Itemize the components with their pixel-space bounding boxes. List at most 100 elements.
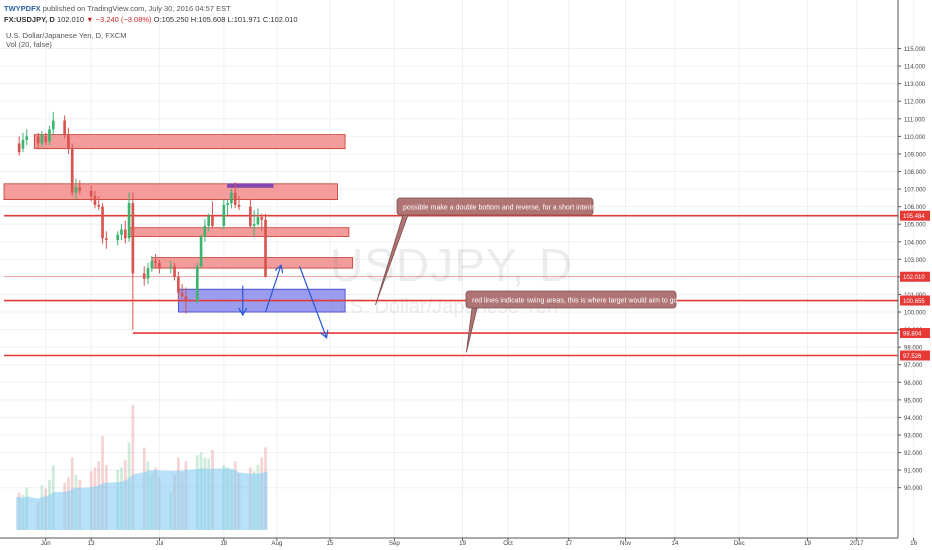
price-label-box <box>900 350 930 361</box>
candle-body <box>230 192 233 204</box>
candle-body <box>177 276 180 293</box>
candle-body <box>21 139 25 149</box>
callout-text: red lines indicate swing areas, this is … <box>472 298 679 305</box>
price-tick-label: 111.000 <box>904 117 925 123</box>
time-tick-label: Jun <box>41 540 52 547</box>
volume-bar <box>131 405 135 530</box>
time-tick-label: Dec <box>734 540 745 547</box>
candle-body <box>51 120 55 130</box>
callout-box <box>465 290 677 309</box>
price-tick-label: 90.000 <box>904 486 923 492</box>
candle-body <box>78 187 82 191</box>
candle-body <box>142 273 146 279</box>
time-tick-label: 19 <box>804 540 811 547</box>
time-tick-label: 2017 <box>850 540 864 547</box>
price-tick-label: 106.000 <box>904 205 926 211</box>
price-tick-label: 91.000 <box>904 469 923 475</box>
symbol-label: FX:USDJPY, D <box>4 15 55 24</box>
time-tick-label: Sep <box>389 540 401 547</box>
candle-body <box>17 143 21 153</box>
time-tick-label: 18 <box>220 540 227 547</box>
callout-box <box>396 197 594 216</box>
candle-body <box>105 238 108 241</box>
candle-body <box>25 136 29 140</box>
price-label-text: 98.804 <box>903 332 922 338</box>
price-label-text: 97.526 <box>903 354 922 360</box>
candle-body <box>199 236 203 267</box>
candle-body <box>101 206 104 239</box>
candle-body <box>116 234 120 241</box>
price-label-box <box>900 295 930 306</box>
price-tick-label: 110.000 <box>904 135 926 141</box>
price-label-text: 105.484 <box>903 214 925 220</box>
ohlc-values: O:105.250 H:105.608 L:101.971 C:102.010 <box>153 15 298 24</box>
callout-text: possible make a double bottom and revers… <box>403 205 597 212</box>
resistance-zone <box>128 227 350 237</box>
time-tick-label: 16 <box>910 540 917 547</box>
candle-body <box>195 266 199 302</box>
price-tick-label: 98.000 <box>904 346 923 352</box>
price-label-box <box>900 210 930 221</box>
author-name[interactable]: TWYPDFX <box>4 4 41 13</box>
projection-arrow <box>299 266 327 336</box>
candle-body <box>222 204 226 226</box>
volume-bar <box>101 436 104 530</box>
candle-body <box>146 268 150 279</box>
time-tick-label: Oct <box>503 540 513 547</box>
candle-body <box>203 225 207 237</box>
candle-body <box>40 134 44 144</box>
time-tick-label: 15 <box>326 540 333 547</box>
price-tick-label: 96.000 <box>904 381 923 387</box>
candle-body <box>74 187 78 193</box>
price-change: ▼ −3.240 (−3.08%) <box>86 15 152 24</box>
candle-body <box>233 192 237 205</box>
price-tick-label: 94.000 <box>904 416 923 422</box>
candle-body <box>207 215 210 226</box>
volume-indicator-label: Vol (20, false) <box>6 40 52 49</box>
price-tick-label: 104.000 <box>904 240 926 246</box>
callout-pointer <box>465 307 478 353</box>
price-tick-label: 100.000 <box>904 311 926 317</box>
price-tick-label: 107.000 <box>904 188 926 194</box>
publish-header: TWYPDFX published on TradingView.com, Ju… <box>4 4 231 13</box>
candle-body <box>154 261 157 263</box>
price-label-box <box>900 271 930 282</box>
candle-body <box>173 266 176 277</box>
price-tick-label: 115.000 <box>904 47 926 53</box>
projection-arrow <box>264 266 281 313</box>
price-tick-label: 92.000 <box>904 451 923 457</box>
candle-body <box>180 292 184 297</box>
time-tick-label: 13 <box>88 540 95 547</box>
candle-body <box>260 217 264 220</box>
time-tick-label: 19 <box>459 540 466 547</box>
last-price: 102.010 <box>56 15 85 24</box>
candle-body <box>93 196 97 205</box>
price-tick-label: 103.000 <box>904 258 926 264</box>
price-tick-label: 95.000 <box>904 398 923 404</box>
time-tick-label: Aug <box>271 540 283 547</box>
price-tick-label: 109.000 <box>904 152 926 158</box>
candle-body <box>150 261 154 269</box>
candle-body <box>89 190 93 197</box>
candle-body <box>264 219 267 277</box>
volume-ma-area <box>16 468 268 530</box>
candle-body <box>36 136 40 144</box>
candle-body <box>158 262 161 269</box>
price-tick-label: 114.000 <box>904 65 926 71</box>
candle-body <box>120 229 123 235</box>
resistance-zone <box>3 183 338 201</box>
ohlc-header: FX:USDJPY, D 102.010 ▼ −3.240 (−3.08%) O… <box>4 15 298 24</box>
candle-body <box>252 224 256 226</box>
time-tick-label: 14 <box>671 540 678 547</box>
resistance-zone <box>151 257 354 269</box>
price-tick-label: 105.000 <box>904 223 926 229</box>
chart-title: U.S. Dollar/Japanese Yen, D, FXCM <box>6 31 127 40</box>
price-label-box <box>900 328 930 339</box>
price-tick-label: 97.000 <box>904 363 923 369</box>
candle-body <box>97 204 101 207</box>
marker-bar <box>227 183 274 188</box>
time-tick-label: Jul <box>155 540 163 547</box>
candle-body <box>131 203 135 274</box>
price-tick-label: 93.000 <box>904 434 923 440</box>
